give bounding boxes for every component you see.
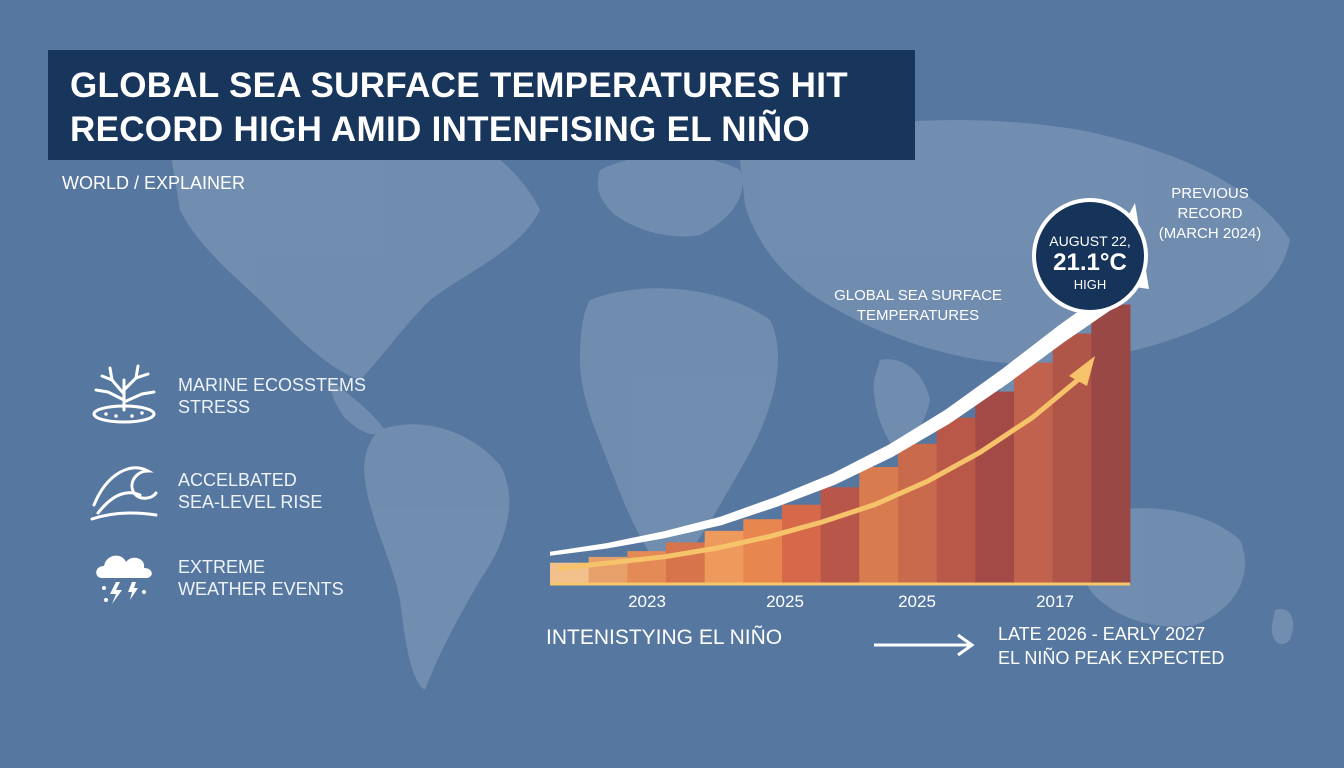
record-high-label: HIGH [1073, 277, 1107, 292]
coral-icon [92, 364, 156, 424]
chart-bar-12 [1014, 362, 1054, 583]
right-arrow-icon [874, 633, 975, 657]
map-europe [597, 155, 743, 237]
map-central-america [330, 380, 385, 435]
el-nino-peak-line2: EL NIÑO PEAK EXPECTED [998, 648, 1225, 668]
chart-bar-11 [975, 391, 1015, 583]
impact-item-sea-level: ACCELBATED SEA-LEVEL RISE [86, 455, 386, 525]
impact-marine-line1: MARINE ECOSSTEMS [178, 375, 367, 395]
chart-subtitle-line2: TEMPERATURES [856, 307, 980, 324]
inner-trend-line [557, 371, 1088, 571]
impact-weather-line2: WEATHER EVENTS [178, 579, 344, 599]
storm-cloud-icon [96, 555, 152, 604]
record-temperature: 21.1°C [1053, 249, 1127, 276]
el-nino-peak-label: LATE 2026 - EARLY 2027 EL NIÑO PEAK EXPE… [998, 622, 1224, 670]
x-tick-label-2: 2025 [898, 592, 936, 611]
previous-record-line1: PREVIOUS RECORD [1171, 185, 1249, 222]
impact-sea-level-line2: SEA-LEVEL RISE [178, 492, 323, 512]
inner-trend-arrowhead [1069, 356, 1095, 386]
title-line-2: RECORD HIGH AMID INTENFISING EL NIÑO [70, 110, 810, 149]
chart-bar-14 [1091, 304, 1131, 583]
title-line-1: GLOBAL SEA SURFACE TEMPERATURES HIT [70, 66, 848, 105]
previous-record-line2: (MARCH 2024) [1158, 225, 1262, 242]
map-africa [580, 288, 779, 580]
chart-bar-10 [936, 417, 976, 583]
map-north-america [170, 110, 540, 380]
section-kicker: WORLD / EXPLAINER [62, 173, 246, 193]
map-new-zealand [1271, 609, 1294, 645]
record-badge: AUGUST 22, 21.1°C HIGH [1032, 198, 1148, 314]
el-nino-label: INTENISTYING EL NIÑO [546, 626, 783, 649]
temperature-chart [550, 203, 1149, 586]
impact-item-marine: MARINE ECOSSTEMS STRESS [86, 360, 386, 430]
chart-subtitle-line1: GLOBAL SEA SURFACE [834, 287, 1002, 304]
x-tick-label-3: 2017 [1036, 592, 1074, 611]
el-nino-peak-line1: LATE 2026 - EARLY 2027 [998, 624, 1206, 644]
title-banner: GLOBAL SEA SURFACE TEMPERATURES HIT RECO… [48, 50, 915, 160]
chart-bar-9 [898, 443, 938, 583]
chart-bar-7 [820, 487, 860, 583]
chart-bar-6 [782, 504, 822, 583]
previous-record-label: PREVIOUS RECORD (MARCH 2024) [1140, 184, 1280, 244]
impact-item-weather: EXTREME WEATHER EVENTS [86, 542, 386, 612]
chart-bar-8 [859, 467, 899, 583]
chart-subtitle: GLOBAL SEA SURFACE TEMPERATURES [826, 286, 1010, 326]
map-south-america [364, 424, 510, 690]
map-asia [740, 120, 1290, 364]
map-japan [1205, 249, 1225, 290]
impact-marine-line2: STRESS [178, 397, 251, 417]
chart-bar-5 [743, 519, 783, 583]
record-date: AUGUST 22, [1049, 233, 1131, 249]
map-india [873, 359, 930, 450]
chart-bars [550, 304, 1131, 583]
chart-bar-4 [704, 530, 744, 583]
wave-icon [90, 466, 158, 521]
impact-weather-line1: EXTREME [178, 557, 266, 577]
x-tick-label-1: 2025 [766, 592, 804, 611]
impact-sea-level-line1: ACCELBATED [178, 470, 297, 490]
x-tick-label-0: 2023 [628, 592, 666, 611]
